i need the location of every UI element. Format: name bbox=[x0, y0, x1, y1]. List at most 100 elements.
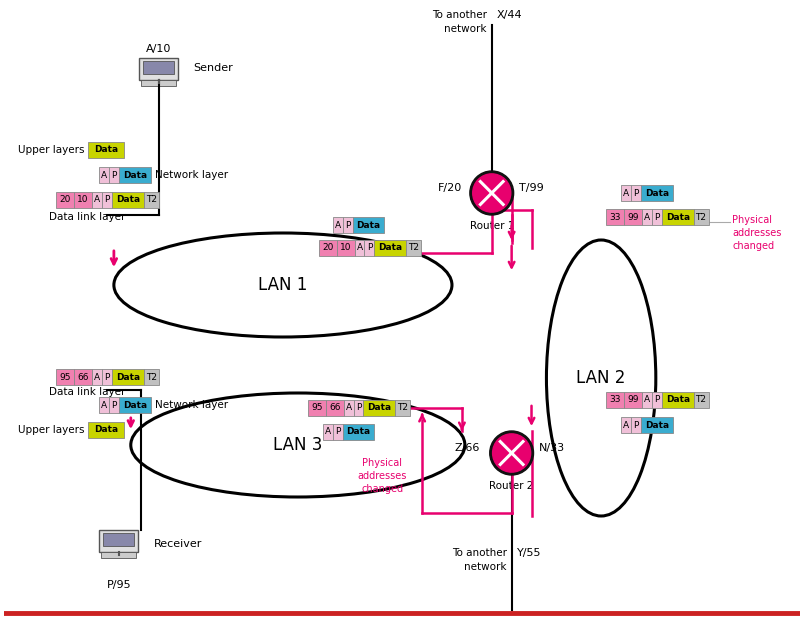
Text: T2: T2 bbox=[408, 244, 419, 252]
Text: A: A bbox=[623, 189, 629, 198]
Text: X/44: X/44 bbox=[497, 10, 522, 20]
Bar bbox=[56, 369, 74, 385]
Text: Data: Data bbox=[666, 396, 690, 404]
Bar bbox=[406, 240, 421, 256]
Bar bbox=[119, 167, 150, 183]
Text: Physical
addresses
changed: Physical addresses changed bbox=[358, 458, 407, 494]
Bar bbox=[139, 58, 178, 80]
Text: LAN 2: LAN 2 bbox=[577, 369, 626, 387]
Text: P: P bbox=[634, 421, 638, 429]
Circle shape bbox=[493, 434, 530, 472]
Bar bbox=[103, 532, 134, 546]
Circle shape bbox=[473, 174, 510, 212]
Text: A: A bbox=[94, 372, 100, 381]
Text: Data: Data bbox=[356, 221, 381, 229]
Text: 95: 95 bbox=[311, 404, 322, 412]
Text: A: A bbox=[101, 401, 107, 409]
Bar bbox=[333, 424, 342, 440]
Text: A: A bbox=[94, 196, 100, 204]
Bar bbox=[144, 192, 158, 208]
Text: P: P bbox=[654, 396, 659, 404]
Bar bbox=[333, 217, 342, 233]
Text: T/99: T/99 bbox=[518, 183, 543, 193]
Bar bbox=[112, 369, 144, 385]
Text: P: P bbox=[111, 401, 117, 409]
Text: Z/66: Z/66 bbox=[454, 443, 480, 453]
Bar bbox=[322, 424, 333, 440]
Text: A: A bbox=[334, 221, 341, 229]
Text: T2: T2 bbox=[146, 372, 157, 381]
Bar bbox=[92, 369, 102, 385]
Bar bbox=[74, 192, 92, 208]
Text: 66: 66 bbox=[78, 372, 89, 381]
Text: P: P bbox=[366, 244, 372, 252]
Text: Network layer: Network layer bbox=[154, 400, 228, 410]
Bar bbox=[56, 192, 74, 208]
Bar bbox=[308, 400, 326, 416]
Bar bbox=[694, 209, 709, 225]
Text: Router 1: Router 1 bbox=[470, 221, 514, 231]
Bar bbox=[326, 400, 343, 416]
Bar bbox=[365, 240, 374, 256]
Bar bbox=[621, 185, 631, 201]
Text: Data: Data bbox=[116, 196, 140, 204]
Bar bbox=[662, 392, 694, 408]
Text: Data: Data bbox=[122, 401, 147, 409]
Circle shape bbox=[490, 431, 534, 475]
Bar bbox=[99, 397, 109, 413]
Bar bbox=[624, 209, 642, 225]
Text: network: network bbox=[444, 24, 486, 34]
Text: P: P bbox=[634, 189, 638, 198]
Text: F/20: F/20 bbox=[438, 183, 462, 193]
Text: Data: Data bbox=[378, 244, 402, 252]
Text: 33: 33 bbox=[610, 213, 621, 221]
Bar bbox=[642, 209, 652, 225]
Bar bbox=[102, 552, 136, 558]
Bar bbox=[694, 392, 709, 408]
Text: 99: 99 bbox=[627, 213, 638, 221]
Text: Network layer: Network layer bbox=[154, 170, 228, 180]
Text: T2: T2 bbox=[695, 396, 706, 404]
Bar bbox=[354, 240, 365, 256]
Bar bbox=[88, 142, 124, 158]
Text: P: P bbox=[654, 213, 659, 221]
Text: Data: Data bbox=[645, 421, 669, 429]
Bar bbox=[641, 417, 673, 433]
Bar bbox=[606, 209, 624, 225]
Text: Y/55: Y/55 bbox=[517, 548, 541, 558]
Bar bbox=[624, 392, 642, 408]
Bar bbox=[342, 424, 374, 440]
Bar bbox=[88, 422, 124, 438]
Text: To another: To another bbox=[452, 548, 506, 558]
Bar bbox=[119, 397, 150, 413]
Bar bbox=[109, 397, 119, 413]
Text: P: P bbox=[335, 428, 340, 436]
Text: Router 2: Router 2 bbox=[490, 481, 534, 491]
Text: 66: 66 bbox=[329, 404, 340, 412]
Bar bbox=[641, 185, 673, 201]
Bar bbox=[102, 369, 112, 385]
Text: Data: Data bbox=[666, 213, 690, 221]
Text: P: P bbox=[104, 196, 110, 204]
Text: Data link layer: Data link layer bbox=[50, 387, 126, 397]
Bar bbox=[631, 185, 641, 201]
Bar bbox=[662, 209, 694, 225]
Text: Data: Data bbox=[122, 171, 147, 179]
Text: P: P bbox=[356, 404, 361, 412]
Bar bbox=[631, 417, 641, 433]
Text: T2: T2 bbox=[695, 213, 706, 221]
Text: Data: Data bbox=[346, 428, 370, 436]
Bar bbox=[337, 240, 354, 256]
Text: 33: 33 bbox=[610, 396, 621, 404]
Text: LAN 1: LAN 1 bbox=[258, 276, 308, 294]
Bar bbox=[374, 240, 406, 256]
Text: 20: 20 bbox=[59, 196, 71, 204]
Text: Upper layers: Upper layers bbox=[18, 145, 84, 155]
Bar bbox=[318, 240, 337, 256]
Text: A: A bbox=[325, 428, 330, 436]
Text: P: P bbox=[345, 221, 350, 229]
Text: Data: Data bbox=[94, 426, 118, 434]
Bar bbox=[652, 209, 662, 225]
Circle shape bbox=[470, 171, 514, 215]
Text: P: P bbox=[104, 372, 110, 381]
